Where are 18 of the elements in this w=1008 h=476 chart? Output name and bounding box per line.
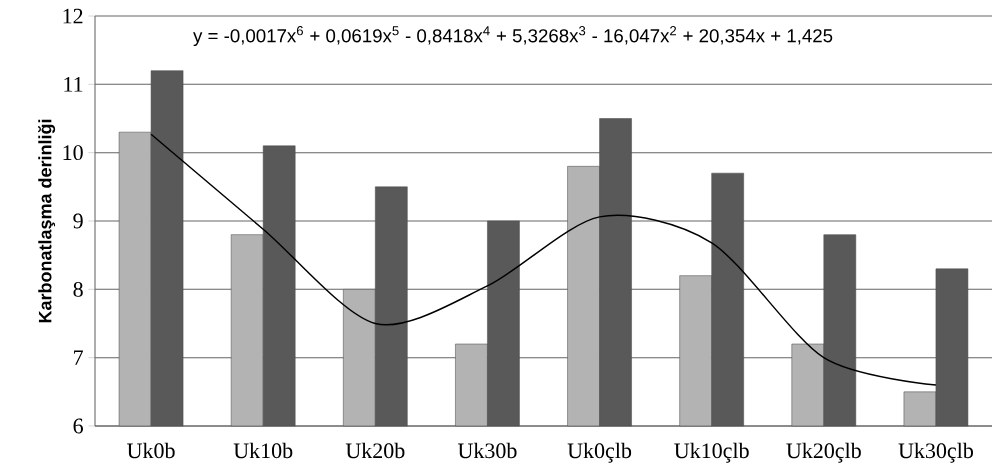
x-tick-label: Uk10b (233, 442, 293, 459)
x-tick-label: Uk20b (345, 442, 405, 459)
x-tick-label: Uk0çlb (567, 442, 632, 463)
y-tick-label: 9 (73, 213, 83, 229)
x-tick-label: Uk10çlb (674, 442, 749, 463)
y-axis-title: Karbonatlaşma derinliği (38, 119, 56, 323)
x-tick-label: Uk20çlb (786, 442, 861, 463)
y-tick-label: 12 (63, 8, 83, 24)
x-tick-label: Uk30b (457, 442, 517, 459)
y-tick-label: 6 (73, 418, 83, 434)
text: y = -0,0017x$^{6}$ + 0,0619x$^{5}$ - 0,8418x$^{4}$ + 5,3268x$^{3}$ - 16,047x$^{2}$ + 20,354x + 1,425 (193, 26, 833, 47)
y-tick-label: 10 (63, 145, 83, 161)
x-tick-label: Uk30çlb (898, 442, 973, 463)
line-series (150, 133, 937, 386)
y-tick-label: 11 (64, 77, 83, 92)
y-tick-label: 7 (74, 350, 83, 365)
y-tick-label: 8 (73, 281, 83, 297)
x-tick-label: Uk0b (127, 442, 175, 459)
